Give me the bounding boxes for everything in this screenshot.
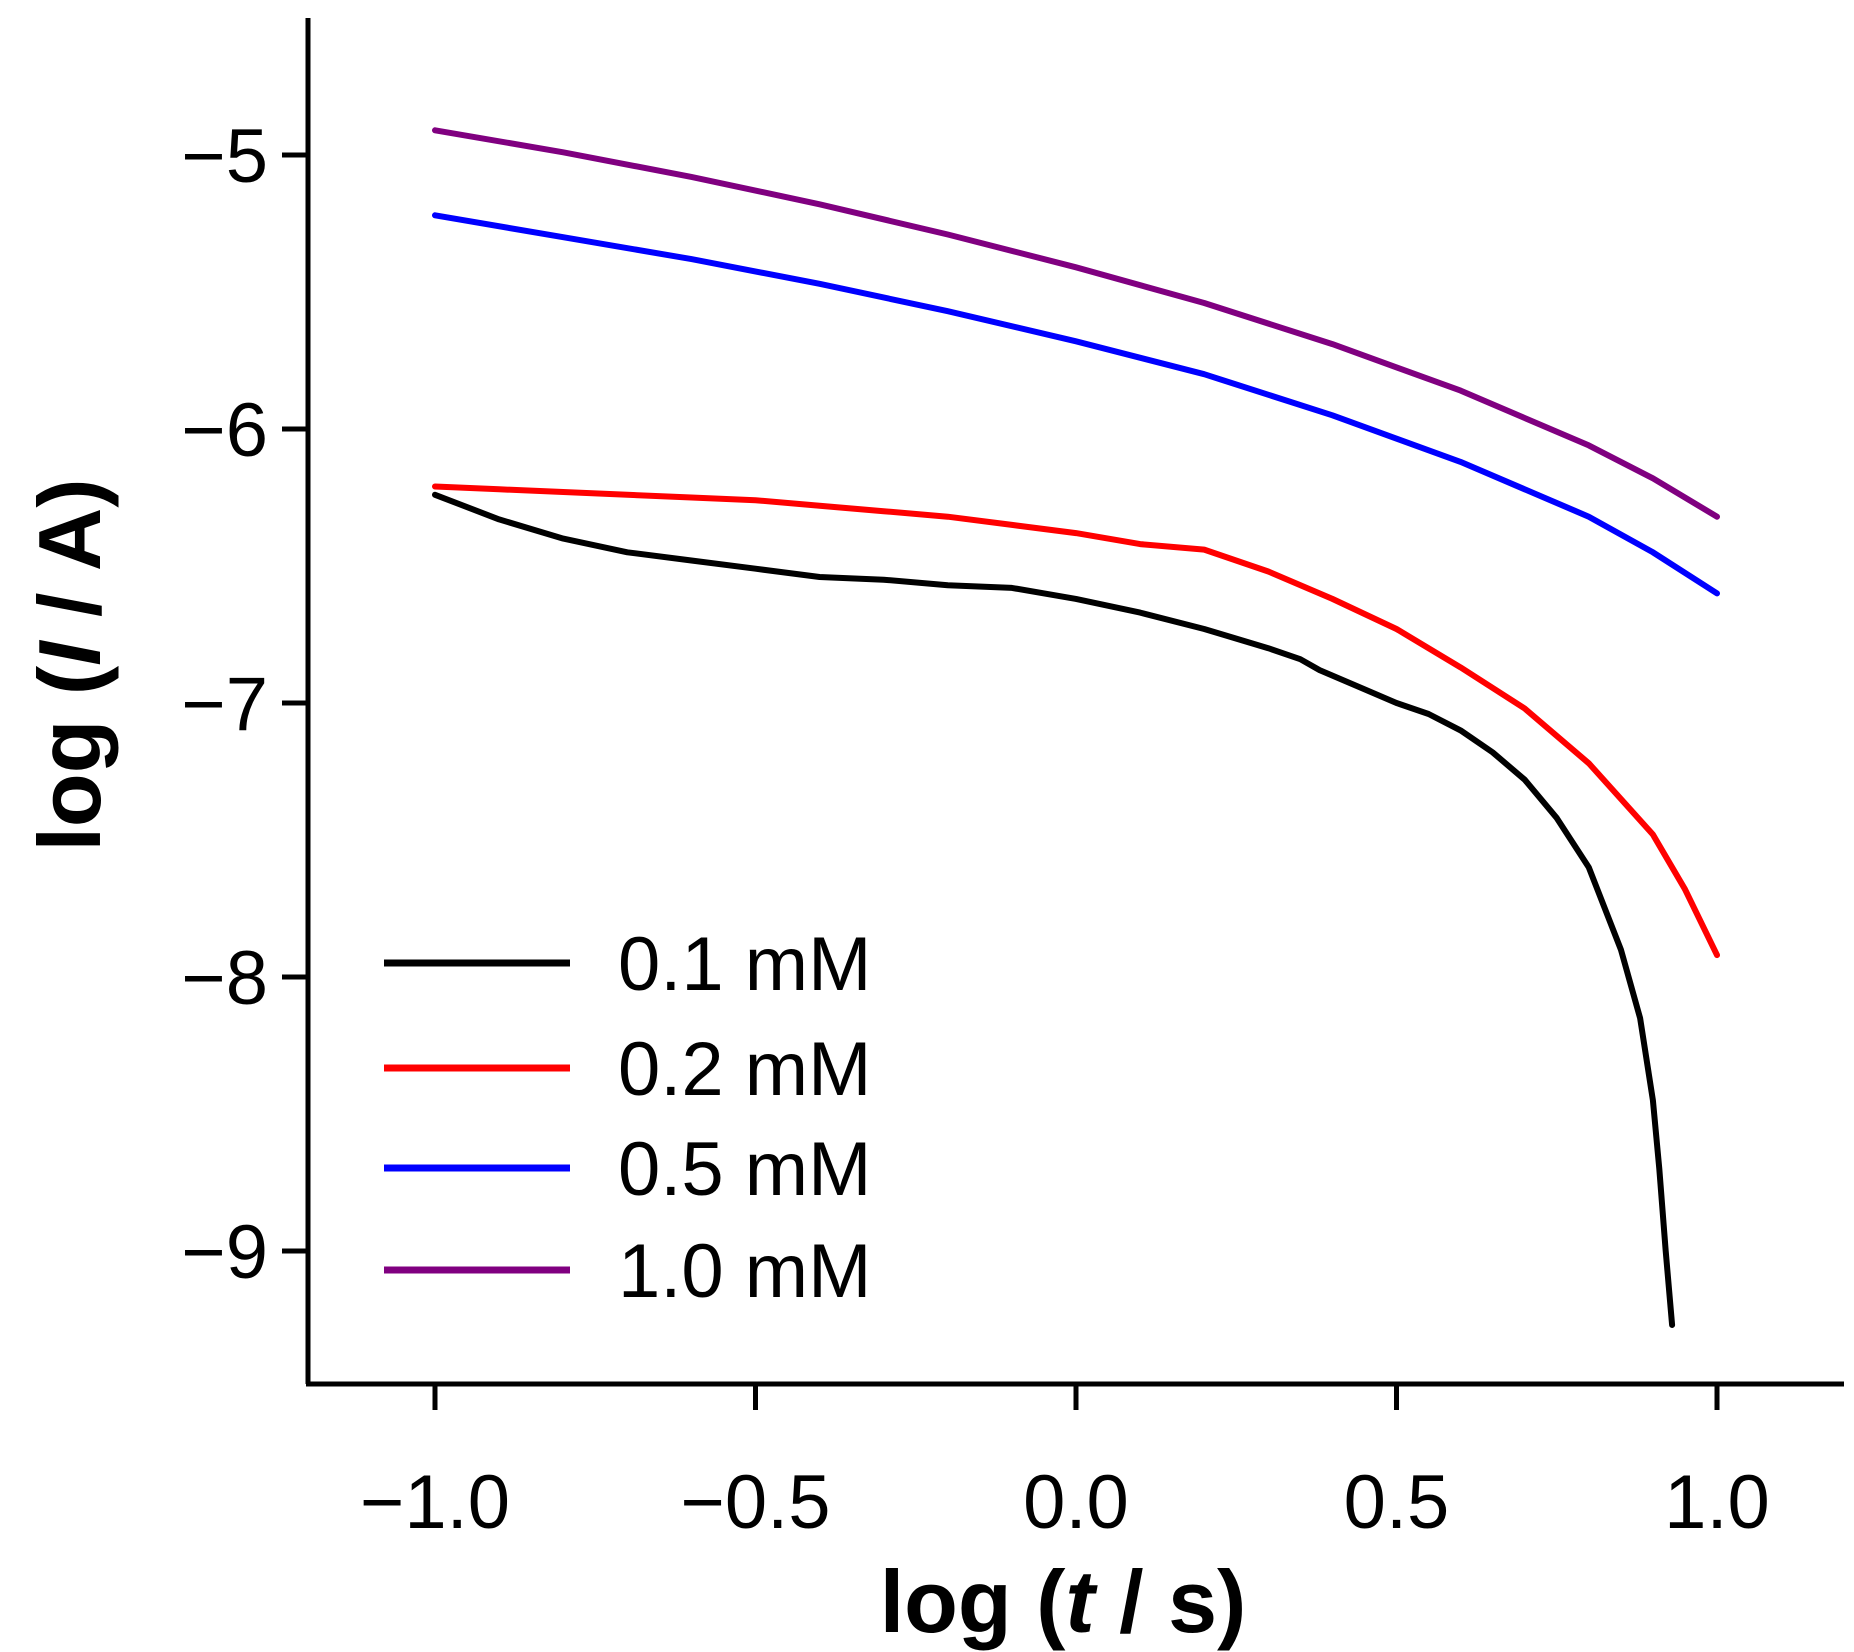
y-axis-title-variable: I [20,640,119,666]
legend-label: 0.2 mM [618,1027,871,1112]
x-tick-label: 0.5 [1344,1460,1450,1545]
y-tick-label: −5 [181,114,268,199]
series-line-0_5-mM [432,212,1720,597]
legend: 0.1 mM 0.2 mM 0.5 mM 1.0 mM [384,922,871,1314]
axes: −5 −6 −7 −8 −9 −1.0 −0.5 0.0 0.5 1.0 [181,18,1844,1545]
series-line-0_2-mM [432,483,1720,959]
y-axis-title-prefix: log ( [20,665,119,851]
series-line-0_1-mM [432,491,1676,1328]
legend-label: 1.0 mM [618,1229,871,1314]
x-tick-label: 1.0 [1664,1460,1770,1545]
x-axis-title: log (t / s) [880,1552,1247,1651]
y-tick-label: −7 [181,662,268,747]
series-layer [432,127,1720,1328]
y-tick-label: −6 [181,388,268,473]
x-axis-title-variable: t [1065,1552,1098,1651]
axis-titles: log (t / s)log (I / A) [20,478,1246,1651]
x-tick-label: −0.5 [680,1460,830,1545]
series-line-1_0-mM [432,127,1720,520]
x-axis-title-prefix: log ( [880,1552,1066,1651]
x-axis-title-suffix: / s) [1095,1552,1247,1651]
legend-label: 0.1 mM [618,922,871,1007]
y-tick-label: −8 [181,936,268,1021]
x-tick-label: −1.0 [360,1460,510,1545]
y-axis-title-suffix: / A) [20,478,119,641]
y-tick-label: −9 [181,1210,268,1295]
y-axis-title: log (I / A) [20,478,119,851]
legend-label: 0.5 mM [618,1127,871,1212]
x-tick-label: 0.0 [1023,1460,1129,1545]
